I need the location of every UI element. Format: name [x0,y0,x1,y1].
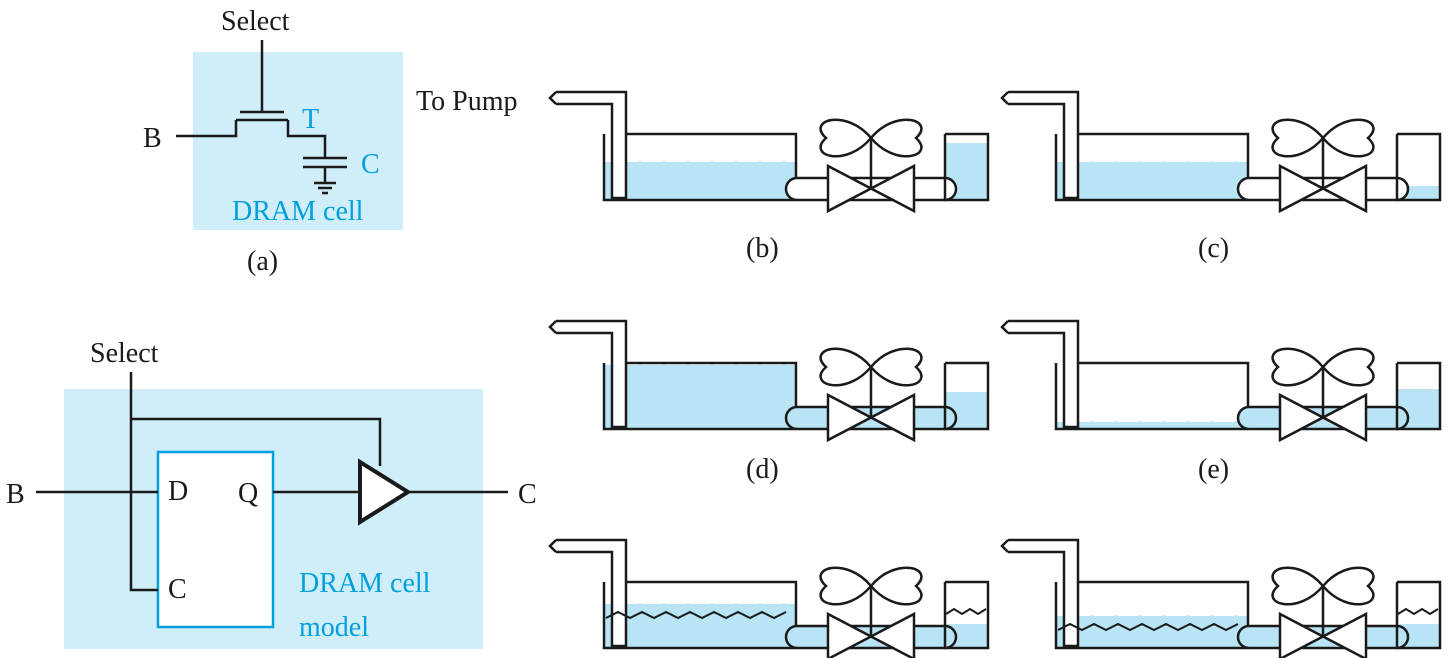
valve-handle-icon [1271,566,1375,606]
tri-state-buffer [358,458,412,526]
caption-b: (b) [746,233,779,264]
pump-label: To Pump [416,86,518,117]
pump-tube [1008,90,1080,200]
water-tank-panel-f [548,538,990,658]
valve-icon [826,163,916,214]
panel-a-b-label: B [143,123,162,154]
valve-handle-icon [1271,118,1375,158]
big-tank-outline [1054,361,1250,431]
big-tank-zigzag [605,610,787,620]
big-tank-zigzag [1057,622,1239,632]
pump-tube [556,319,628,429]
pump-tube [556,90,628,200]
valve-handle-icon [819,347,923,387]
small-tank-zigzag [1397,607,1439,616]
big-tank-wave [604,364,796,373]
big-tank-wave [1056,161,1248,170]
big-tank-outline [602,580,798,650]
big-tank-water [604,365,796,429]
small-tank-outline [1395,361,1442,431]
valve-icon [1278,392,1368,443]
water-tank-panel-d [548,319,990,443]
model-c-in-label: C [168,574,187,605]
pump-tube [556,538,628,648]
water-tank-panels [548,90,1442,658]
water-tank-panel-g [1000,538,1442,658]
panel-a-capacitor [303,156,347,183]
big-tank-outline [602,132,798,202]
valve-handle-icon [819,118,923,158]
valve-icon [1278,163,1368,214]
model-select-label: Select [90,338,159,369]
panel-a-cell-label: DRAM cell [232,196,364,227]
valve-icon [826,611,916,658]
pump-tube-end [548,91,557,105]
model-label-line2: model [299,612,369,643]
pump-tube-end [548,539,557,553]
valve-icon [1278,611,1368,658]
valve-handle-icon [1271,347,1375,387]
big-tank-water [1056,422,1248,429]
panel-a-transistor [176,118,327,158]
pump-tube-end [1000,539,1009,553]
model-label-line1: DRAM cell [299,568,431,599]
pump-tube-end [548,320,557,334]
pump-tube-end [1000,91,1009,105]
valve-handle-icon [819,566,923,606]
caption-c: (c) [1198,233,1229,264]
pump-tube [1008,319,1080,429]
big-tank-wave [1056,615,1248,624]
big-tank-wave [604,161,796,170]
big-tank-outline [1054,132,1250,202]
model-d-label: D [168,476,188,507]
model-b-label: B [6,479,25,510]
panel-a-caption: (a) [247,246,278,277]
panel-a-t-label: T [302,104,319,135]
water-tank-panel-c [1000,90,1442,214]
small-tank-outline [943,361,990,431]
pump-tube-end [1000,320,1009,334]
small-tank-outline [943,132,990,202]
flip-flop-box [156,450,275,629]
model-q-label: Q [238,478,258,509]
panel-a-c-label: C [361,149,380,180]
panel-a-select-label: Select [221,6,290,37]
valve-icon [826,392,916,443]
big-tank-wave [604,603,796,612]
panel-a-select-line [240,40,284,114]
caption-e: (e) [1198,454,1229,485]
model-select-wire [129,372,382,592]
small-tank-zigzag [945,607,987,616]
water-tank-panel-e [1000,319,1442,443]
pump-tube [1008,538,1080,648]
small-tank-outline [943,580,990,650]
small-tank-outline [1395,580,1442,650]
big-tank-outline [602,361,798,431]
model-c-out-label: C [518,479,537,510]
big-tank-outline [1054,580,1250,650]
water-tank-panel-b [548,90,990,214]
ground-icon [314,181,336,195]
panel-a-dram-cell: Select B T C DRAM cell (a) [143,6,403,277]
panel-a-background [193,52,403,230]
panel-dram-cell-model: Select B D Q C C DRAM cell model [6,338,537,649]
caption-d: (d) [746,454,779,485]
small-tank-outline [1395,132,1442,202]
